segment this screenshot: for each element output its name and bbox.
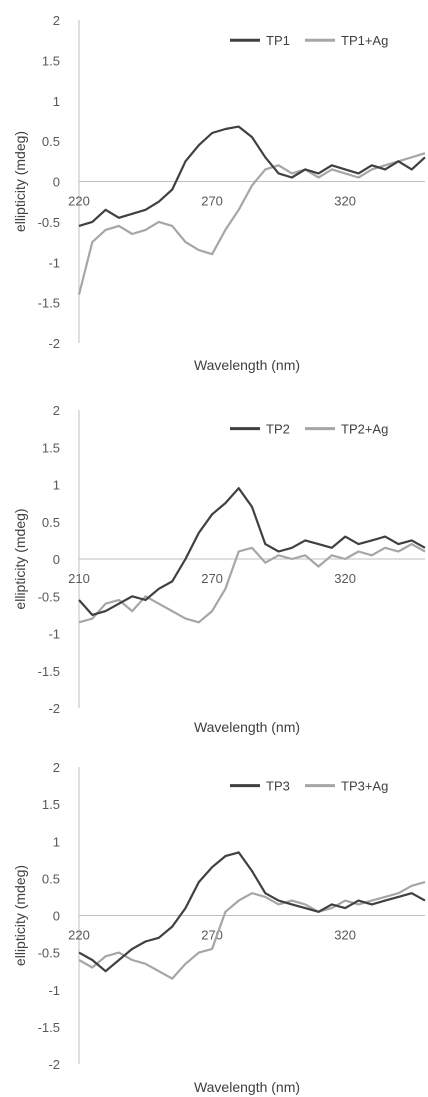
legend-label: TP3+Ag xyxy=(341,779,388,794)
y-tick-label: 1 xyxy=(53,94,60,109)
x-tick-label: 320 xyxy=(334,194,356,209)
y-axis-title: ellipticity (mdeg) xyxy=(12,508,28,609)
legend-label: TP2 xyxy=(266,422,290,437)
y-tick-label: 0.5 xyxy=(42,515,60,530)
y-tick-label: 0 xyxy=(53,909,60,924)
y-tick-label: -1.5 xyxy=(38,664,60,679)
x-axis-title: Wavelength (nm) xyxy=(194,357,300,373)
series-line-tp1 xyxy=(78,125,426,227)
x-tick-label: 220 xyxy=(68,928,90,943)
y-tick-label: 1.5 xyxy=(42,440,60,455)
series-line-tp2 xyxy=(78,487,426,616)
x-tick-label: 320 xyxy=(334,928,356,943)
y-tick-label: 1 xyxy=(53,478,60,493)
x-tick-label: 220 xyxy=(68,194,90,209)
y-tick-label: -0.5 xyxy=(38,215,60,230)
y-tick-label: -1.5 xyxy=(38,1020,60,1035)
legend-label: TP1+Ag xyxy=(341,33,388,48)
legend-label: TP3 xyxy=(266,779,290,794)
x-axis-title: Wavelength (nm) xyxy=(194,719,300,735)
y-axis-title: ellipticity (mdeg) xyxy=(12,865,28,966)
x-tick-label: 210 xyxy=(68,571,90,586)
y-tick-label: -2 xyxy=(48,1057,60,1072)
series-line-tp2-ag xyxy=(78,543,426,624)
x-tick-label: 270 xyxy=(201,571,223,586)
y-tick-label: -1 xyxy=(48,983,60,998)
x-axis-title: Wavelength (nm) xyxy=(194,1079,300,1095)
chart-panel-1: -2 -1.5 -1 -0.5 0 0.5 1 1.5 2 220 270 320 ellipticit… xyxy=(12,13,426,373)
y-tick-label: 1.5 xyxy=(42,53,60,68)
y-tick-label: -2 xyxy=(48,701,60,716)
legend-label: TP1 xyxy=(266,33,290,48)
y-axis-title: ellipticity (mdeg) xyxy=(12,131,28,232)
y-tick-label: -1 xyxy=(48,627,60,642)
x-tick-label: 320 xyxy=(334,571,356,586)
y-tick-label: 2 xyxy=(53,760,60,775)
series-line-tp3-ag xyxy=(78,881,426,980)
series-line-tp3 xyxy=(78,851,426,973)
y-tick-label: 1.5 xyxy=(42,797,60,812)
y-tick-label: -0.5 xyxy=(38,589,60,604)
y-tick-label: -1.5 xyxy=(38,296,60,311)
legend-label: TP2+Ag xyxy=(341,422,388,437)
y-tick-label: 0 xyxy=(53,552,60,567)
series-line-tp1-ag xyxy=(77,152,426,295)
chart-panel-2: -2 -1.5 -1 -0.5 0 0.5 1 1.5 2 210 270 320 ellipticit… xyxy=(12,403,426,735)
y-tick-label: 0 xyxy=(53,175,60,190)
y-tick-label: 1 xyxy=(53,834,60,849)
y-tick-label: 2 xyxy=(53,13,60,28)
x-tick-label: 270 xyxy=(201,194,223,209)
y-tick-label: -0.5 xyxy=(38,946,60,961)
y-tick-label: 0.5 xyxy=(42,871,60,886)
y-tick-label: -2 xyxy=(48,336,60,351)
y-tick-label: 2 xyxy=(53,403,60,418)
y-tick-label: 0.5 xyxy=(42,134,60,149)
y-tick-label: -1 xyxy=(48,255,60,270)
